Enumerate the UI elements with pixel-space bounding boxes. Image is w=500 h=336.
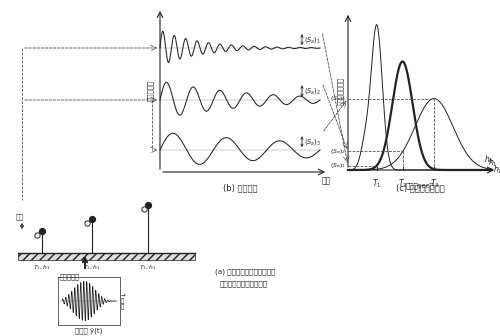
Text: $T_1, h_1$: $T_1, h_1$ [33,263,51,272]
Text: $T_2$: $T_2$ [398,177,407,190]
Text: 周期（sec）: 周期（sec） [406,182,434,188]
Text: $(S_a)_2$: $(S_a)_2$ [304,86,321,96]
Text: →
時
間: → 時 間 [121,292,126,310]
Text: 最大加速度応答: 最大加速度応答 [336,77,344,105]
Text: $T_1$: $T_1$ [372,177,382,190]
Text: $h_1$: $h_1$ [488,157,498,169]
Text: 応答: 応答 [16,213,24,220]
Bar [18,253,195,260]
Text: $h_2$: $h_2$ [493,164,500,176]
Text: $T_2, h_1$: $T_2, h_1$ [83,263,101,272]
Text: (c) 応答スペクトル: (c) 応答スペクトル [396,183,444,192]
Text: 時間: 時間 [322,176,331,185]
Text: $(S_a)_2$: $(S_a)_2$ [330,147,346,156]
Text: の異なる１質点減衰系群: の異なる１質点減衰系群 [220,280,268,287]
Text: (b) 応答波形: (b) 応答波形 [223,183,257,192]
Text: $h_0$: $h_0$ [484,154,494,166]
Text: 加速度応答: 加速度応答 [146,79,154,100]
Text: $T_3, h_1$: $T_3, h_1$ [139,263,157,272]
Text: 加速度 ÿ(t): 加速度 ÿ(t) [76,327,102,334]
Text: $T_3$: $T_3$ [430,177,439,190]
Text: 地震動入力: 地震動入力 [60,273,80,280]
Text: (a) 減衰定数一定，固有周期: (a) 減衰定数一定，固有周期 [215,268,276,275]
Text: $(S_a)_3$: $(S_a)_3$ [304,137,321,146]
Text: $(S_a)_1$: $(S_a)_1$ [304,35,321,45]
Text: $(S_a)_1$: $(S_a)_1$ [330,161,346,170]
Text: $(S_a)_3$: $(S_a)_3$ [330,94,346,103]
